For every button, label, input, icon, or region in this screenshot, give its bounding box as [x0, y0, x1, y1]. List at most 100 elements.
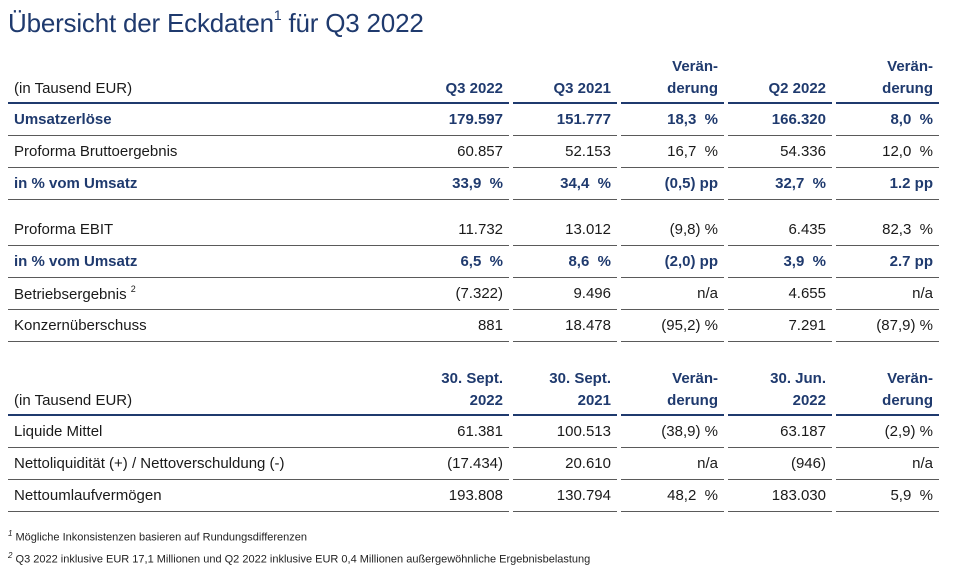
- value-cell: 9.496: [513, 278, 617, 310]
- column-header-line: Verän-: [887, 370, 933, 387]
- value-cell: 82,3 %: [836, 214, 939, 246]
- footnote-2: 2 Q3 2022 inklusive EUR 17,1 Millionen u…: [8, 551, 591, 566]
- value-cell: 34,4 %: [513, 168, 617, 200]
- column-header-line: Q3 2022: [445, 80, 503, 97]
- column-header-line: Verän-: [887, 58, 933, 75]
- table-row: Nettoliquidität (+) / Nettoverschuldung …: [8, 448, 939, 480]
- value-cell: n/a: [836, 278, 939, 310]
- column-header: Verän-derung: [836, 54, 939, 104]
- value-cell: n/a: [621, 448, 724, 480]
- column-header-line: derung: [882, 392, 933, 409]
- value-cell: (87,9) %: [836, 310, 939, 342]
- row-label-text: Betriebsergebnis: [14, 285, 127, 303]
- column-header: 30. Sept. 2021: [513, 366, 617, 416]
- column-header: Q2 2022: [728, 54, 832, 104]
- page-title: Übersicht der Eckdaten1 für Q3 2022: [8, 7, 424, 38]
- value-cell: (7.322): [405, 278, 509, 310]
- row-label-text: Liquide Mittel: [14, 423, 103, 440]
- row-label: in % vom Umsatz: [8, 168, 405, 200]
- value-cell: (0,5) pp: [621, 168, 724, 200]
- column-header-line: Verän-: [672, 58, 718, 75]
- value-cell: 54.336: [728, 136, 832, 168]
- row-label: Betriebsergebnis 2: [8, 278, 405, 310]
- column-header-line: derung: [667, 392, 718, 409]
- column-header: Verän-derung: [621, 366, 724, 416]
- row-label: Konzernüberschuss: [8, 310, 405, 342]
- value-cell: 33,9 %: [405, 168, 509, 200]
- value-cell: 2.7 pp: [836, 246, 939, 278]
- value-cell: 7.291: [728, 310, 832, 342]
- value-cell: 11.732: [405, 214, 509, 246]
- header-label: (in Tausend EUR): [8, 366, 405, 416]
- value-cell: 12,0 %: [836, 136, 939, 168]
- value-cell: (9,8) %: [621, 214, 724, 246]
- value-cell: 151.777: [513, 104, 617, 136]
- column-header: Q3 2022: [405, 54, 509, 104]
- column-header-line: derung: [882, 80, 933, 97]
- value-cell: (17.434): [405, 448, 509, 480]
- title-footnote-marker: 1: [273, 7, 282, 24]
- row-label: Nettoumlaufvermögen: [8, 480, 405, 512]
- value-cell: 100.513: [513, 416, 617, 448]
- value-cell: 32,7 %: [728, 168, 832, 200]
- row-label-text: Proforma EBIT: [14, 221, 114, 238]
- column-header: Verän-derung: [621, 54, 724, 104]
- value-cell: (38,9) %: [621, 416, 724, 448]
- column-header-line: Q2 2022: [768, 80, 826, 97]
- value-cell: 18.478: [513, 310, 617, 342]
- column-header-line: 2021: [577, 392, 611, 409]
- spacer-cell: [8, 200, 939, 214]
- column-header-line: 30. Sept.: [549, 370, 611, 387]
- value-cell: 60.857: [405, 136, 509, 168]
- value-cell: 166.320: [728, 104, 832, 136]
- column-header: 30. Jun. 2022: [728, 366, 832, 416]
- column-header-line: 30. Jun.: [770, 370, 826, 387]
- value-cell: (95,2) %: [621, 310, 724, 342]
- table-row: in % vom Umsatz 6,5 % 8,6 % (2,0) pp 3,9 % 2.…: [8, 246, 939, 278]
- value-cell: 4.655: [728, 278, 832, 310]
- row-label: in % vom Umsatz: [8, 246, 405, 278]
- value-cell: 6.435: [728, 214, 832, 246]
- value-cell: 6,5 %: [405, 246, 509, 278]
- table-row: Betriebsergebnis 2 (7.322) 9.496 n/a 4.655 n/…: [8, 278, 939, 310]
- value-cell: 183.030: [728, 480, 832, 512]
- row-label-text: Konzernüberschuss: [14, 317, 147, 334]
- table-row: in % vom Umsatz 33,9 % 34,4 % (0,5) pp 32,7 …: [8, 168, 939, 200]
- value-cell: (2,0) pp: [621, 246, 724, 278]
- value-cell: 18,3 %: [621, 104, 724, 136]
- value-cell: 13.012: [513, 214, 617, 246]
- table-header-row: (in Tausend EUR) Q3 2022 Q3 2021 Verän-deru…: [8, 54, 939, 104]
- footnote-1: 1 Mögliche Inkonsistenzen basieren auf R…: [8, 529, 307, 544]
- column-header: Verän-derung: [836, 366, 939, 416]
- table-row: Proforma Bruttoergebnis 60.857 52.153 16,7 …: [8, 136, 939, 168]
- row-label: Nettoliquidität (+) / Nettoverschuldung …: [8, 448, 405, 480]
- value-cell: 1.2 pp: [836, 168, 939, 200]
- row-label-text: in % vom Umsatz: [14, 253, 138, 270]
- value-cell: 130.794: [513, 480, 617, 512]
- table-row: Nettoumlaufvermögen 193.808 130.794 48,2 % 1…: [8, 480, 939, 512]
- key-figures-table: (in Tausend EUR) Q3 2022 Q3 2021 Verän-deru…: [8, 54, 939, 342]
- row-label-text: Proforma Bruttoergebnis: [14, 143, 178, 160]
- column-header: 30. Sept. 2022: [405, 366, 509, 416]
- value-cell: 52.153: [513, 136, 617, 168]
- table-row: Liquide Mittel 61.381 100.513 (38,9) % 63.18…: [8, 416, 939, 448]
- column-header-line: derung: [667, 80, 718, 97]
- value-cell: 8,6 %: [513, 246, 617, 278]
- row-label: Proforma Bruttoergebnis: [8, 136, 405, 168]
- footnotes: 1 Mögliche Inkonsistenzen basieren auf R…: [8, 523, 590, 567]
- value-cell: 881: [405, 310, 509, 342]
- value-cell: 193.808: [405, 480, 509, 512]
- row-label-text: Nettoliquidität (+) / Nettoverschuldung …: [14, 455, 285, 472]
- value-cell: n/a: [836, 448, 939, 480]
- value-cell: 16,7 %: [621, 136, 724, 168]
- table-row: Konzernüberschuss 881 18.478 (95,2) % 7.291(…: [8, 310, 939, 342]
- value-cell: 20.610: [513, 448, 617, 480]
- row-label-text: Nettoumlaufvermögen: [14, 487, 162, 504]
- row-label-text: Umsatzerlöse: [14, 111, 112, 128]
- value-cell: 63.187: [728, 416, 832, 448]
- value-cell: 61.381: [405, 416, 509, 448]
- column-header-line: Q3 2021: [553, 80, 611, 97]
- value-cell: 3,9 %: [728, 246, 832, 278]
- column-header-line: Verän-: [672, 370, 718, 387]
- column-header-line: 30. Sept.: [441, 370, 503, 387]
